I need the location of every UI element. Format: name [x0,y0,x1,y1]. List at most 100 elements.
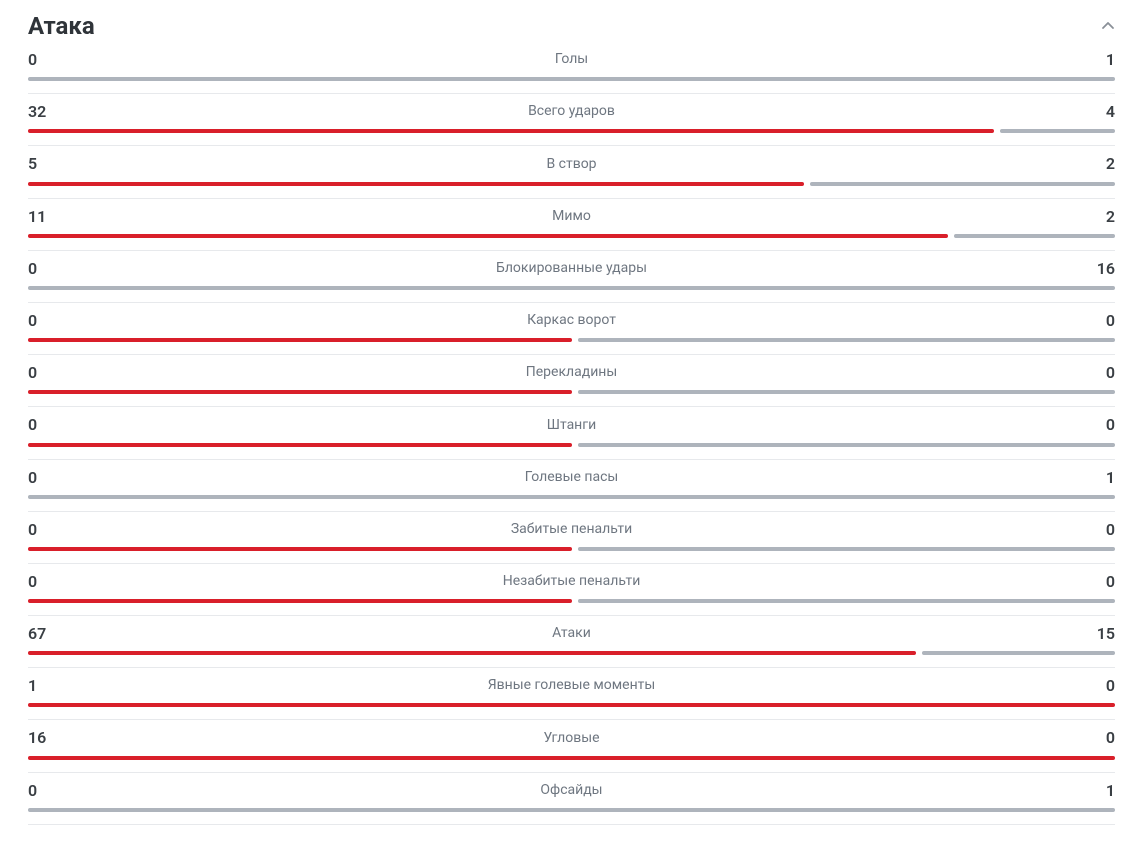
stat-bar-left [28,338,572,342]
stat-left-value: 67 [28,624,56,643]
stat-bar [28,599,1115,603]
stat-row: 0Каркас ворот0 [28,309,1115,355]
stat-label: Голевые пасы [56,469,1087,486]
stat-values: 67Атаки15 [28,624,1115,643]
stat-left-value: 0 [28,50,56,69]
stat-values: 1Явные голевые моменты0 [28,676,1115,695]
row-divider [28,250,1115,251]
stat-label: В створ [56,156,1087,173]
stat-label: Каркас ворот [56,312,1087,329]
row-divider [28,667,1115,668]
stat-right-value: 15 [1087,624,1115,643]
row-divider [28,93,1115,94]
stat-values: 0Забитые пенальти0 [28,520,1115,539]
stat-values: 0Незабитые пенальти0 [28,572,1115,591]
stat-label: Блокированные удары [56,260,1087,277]
stat-label: Угловые [56,730,1087,747]
row-divider [28,354,1115,355]
stat-left-value: 0 [28,781,56,800]
stat-right-value: 0 [1087,676,1115,695]
row-divider [28,302,1115,303]
stat-label: Штанги [56,417,1087,434]
stat-bar-left [28,651,916,655]
stat-bar-left [28,443,572,447]
stat-bar-right [578,338,1116,342]
stat-row: 0Забитые пенальти0 [28,518,1115,564]
stat-bar [28,703,1115,707]
stat-row: 16Угловые0 [28,726,1115,772]
stat-bar [28,651,1115,655]
stat-bar-left [28,182,804,186]
stat-values: 0Голы1 [28,50,1115,69]
stat-values: 0Каркас ворот0 [28,311,1115,330]
stats-list: 0Голы132Всего ударов45В створ211Мимо20Бл… [28,48,1115,825]
stat-row: 1Явные голевые моменты0 [28,674,1115,720]
stat-row: 5В створ2 [28,152,1115,198]
stat-bar-right [578,599,1116,603]
stat-left-value: 32 [28,102,56,121]
stat-left-value: 16 [28,728,56,747]
stat-label: Всего ударов [56,103,1087,120]
stat-bar-right [28,77,1115,81]
stat-label: Перекладины [56,364,1087,381]
stat-bar-right [922,651,1115,655]
stat-bar-right [28,286,1115,290]
stat-left-value: 11 [28,207,56,226]
stat-values: 5В створ2 [28,154,1115,173]
stat-row: 0Офсайды1 [28,779,1115,825]
stat-right-value: 0 [1087,415,1115,434]
stat-row: 67Атаки15 [28,622,1115,668]
stat-values: 0Голевые пасы1 [28,468,1115,487]
stat-values: 32Всего ударов4 [28,102,1115,121]
stat-right-value: 2 [1087,154,1115,173]
row-divider [28,145,1115,146]
stat-values: 0Штанги0 [28,415,1115,434]
row-divider [28,615,1115,616]
stat-values: 0Блокированные удары16 [28,259,1115,278]
stat-left-value: 0 [28,468,56,487]
stat-bar [28,547,1115,551]
stat-bar-left [28,547,572,551]
stat-row: 0Голы1 [28,48,1115,94]
stat-row: 0Незабитые пенальти0 [28,570,1115,616]
chevron-up-icon[interactable] [1101,19,1115,33]
stat-bar-left [28,129,994,133]
stat-bar [28,286,1115,290]
stat-bar-left [28,703,1115,707]
stat-right-value: 0 [1087,311,1115,330]
stat-row: 0Блокированные удары16 [28,257,1115,303]
row-divider [28,824,1115,825]
row-divider [28,719,1115,720]
row-divider [28,406,1115,407]
stat-bar [28,182,1115,186]
stat-bar-right [28,495,1115,499]
stat-bar-right [578,390,1116,394]
row-divider [28,198,1115,199]
stat-right-value: 4 [1087,102,1115,121]
stat-right-value: 1 [1087,781,1115,800]
row-divider [28,772,1115,773]
stat-label: Атаки [56,625,1087,642]
stat-row: 11Мимо2 [28,205,1115,251]
stat-row: 32Всего ударов4 [28,100,1115,146]
stat-bar-right [578,443,1116,447]
stat-bar [28,338,1115,342]
stat-label: Офсайды [56,782,1087,799]
stat-row: 0Голевые пасы1 [28,466,1115,512]
stat-bar [28,234,1115,238]
stat-row: 0Штанги0 [28,413,1115,459]
stat-left-value: 0 [28,520,56,539]
stat-left-value: 5 [28,154,56,173]
stat-bar [28,129,1115,133]
stat-right-value: 0 [1087,728,1115,747]
stat-values: 16Угловые0 [28,728,1115,747]
stat-row: 0Перекладины0 [28,361,1115,407]
stat-label: Забитые пенальти [56,521,1087,538]
stat-label: Явные голевые моменты [56,677,1087,694]
stat-left-value: 0 [28,311,56,330]
stat-bar-left [28,390,572,394]
row-divider [28,459,1115,460]
stat-right-value: 1 [1087,50,1115,69]
stat-bar [28,495,1115,499]
stat-right-value: 0 [1087,520,1115,539]
